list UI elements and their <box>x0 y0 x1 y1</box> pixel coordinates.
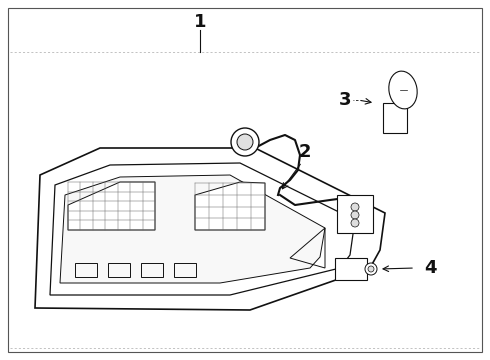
Text: 1: 1 <box>194 13 206 31</box>
Bar <box>141 263 163 277</box>
Text: 2: 2 <box>299 143 311 161</box>
Circle shape <box>351 203 359 211</box>
Circle shape <box>365 263 377 275</box>
Bar <box>174 263 196 277</box>
Polygon shape <box>35 148 385 310</box>
Bar <box>335 258 367 280</box>
Polygon shape <box>50 163 355 295</box>
Text: 3: 3 <box>339 91 351 109</box>
Bar <box>337 195 373 233</box>
Polygon shape <box>195 182 265 230</box>
Circle shape <box>351 219 359 227</box>
Circle shape <box>231 128 259 156</box>
Polygon shape <box>68 182 155 230</box>
Text: 4: 4 <box>424 259 436 277</box>
Circle shape <box>368 266 374 272</box>
Polygon shape <box>60 175 325 283</box>
Bar <box>108 263 130 277</box>
Bar <box>75 263 97 277</box>
Circle shape <box>237 134 253 150</box>
Bar <box>383 103 407 133</box>
Circle shape <box>351 211 359 219</box>
Ellipse shape <box>389 71 417 109</box>
